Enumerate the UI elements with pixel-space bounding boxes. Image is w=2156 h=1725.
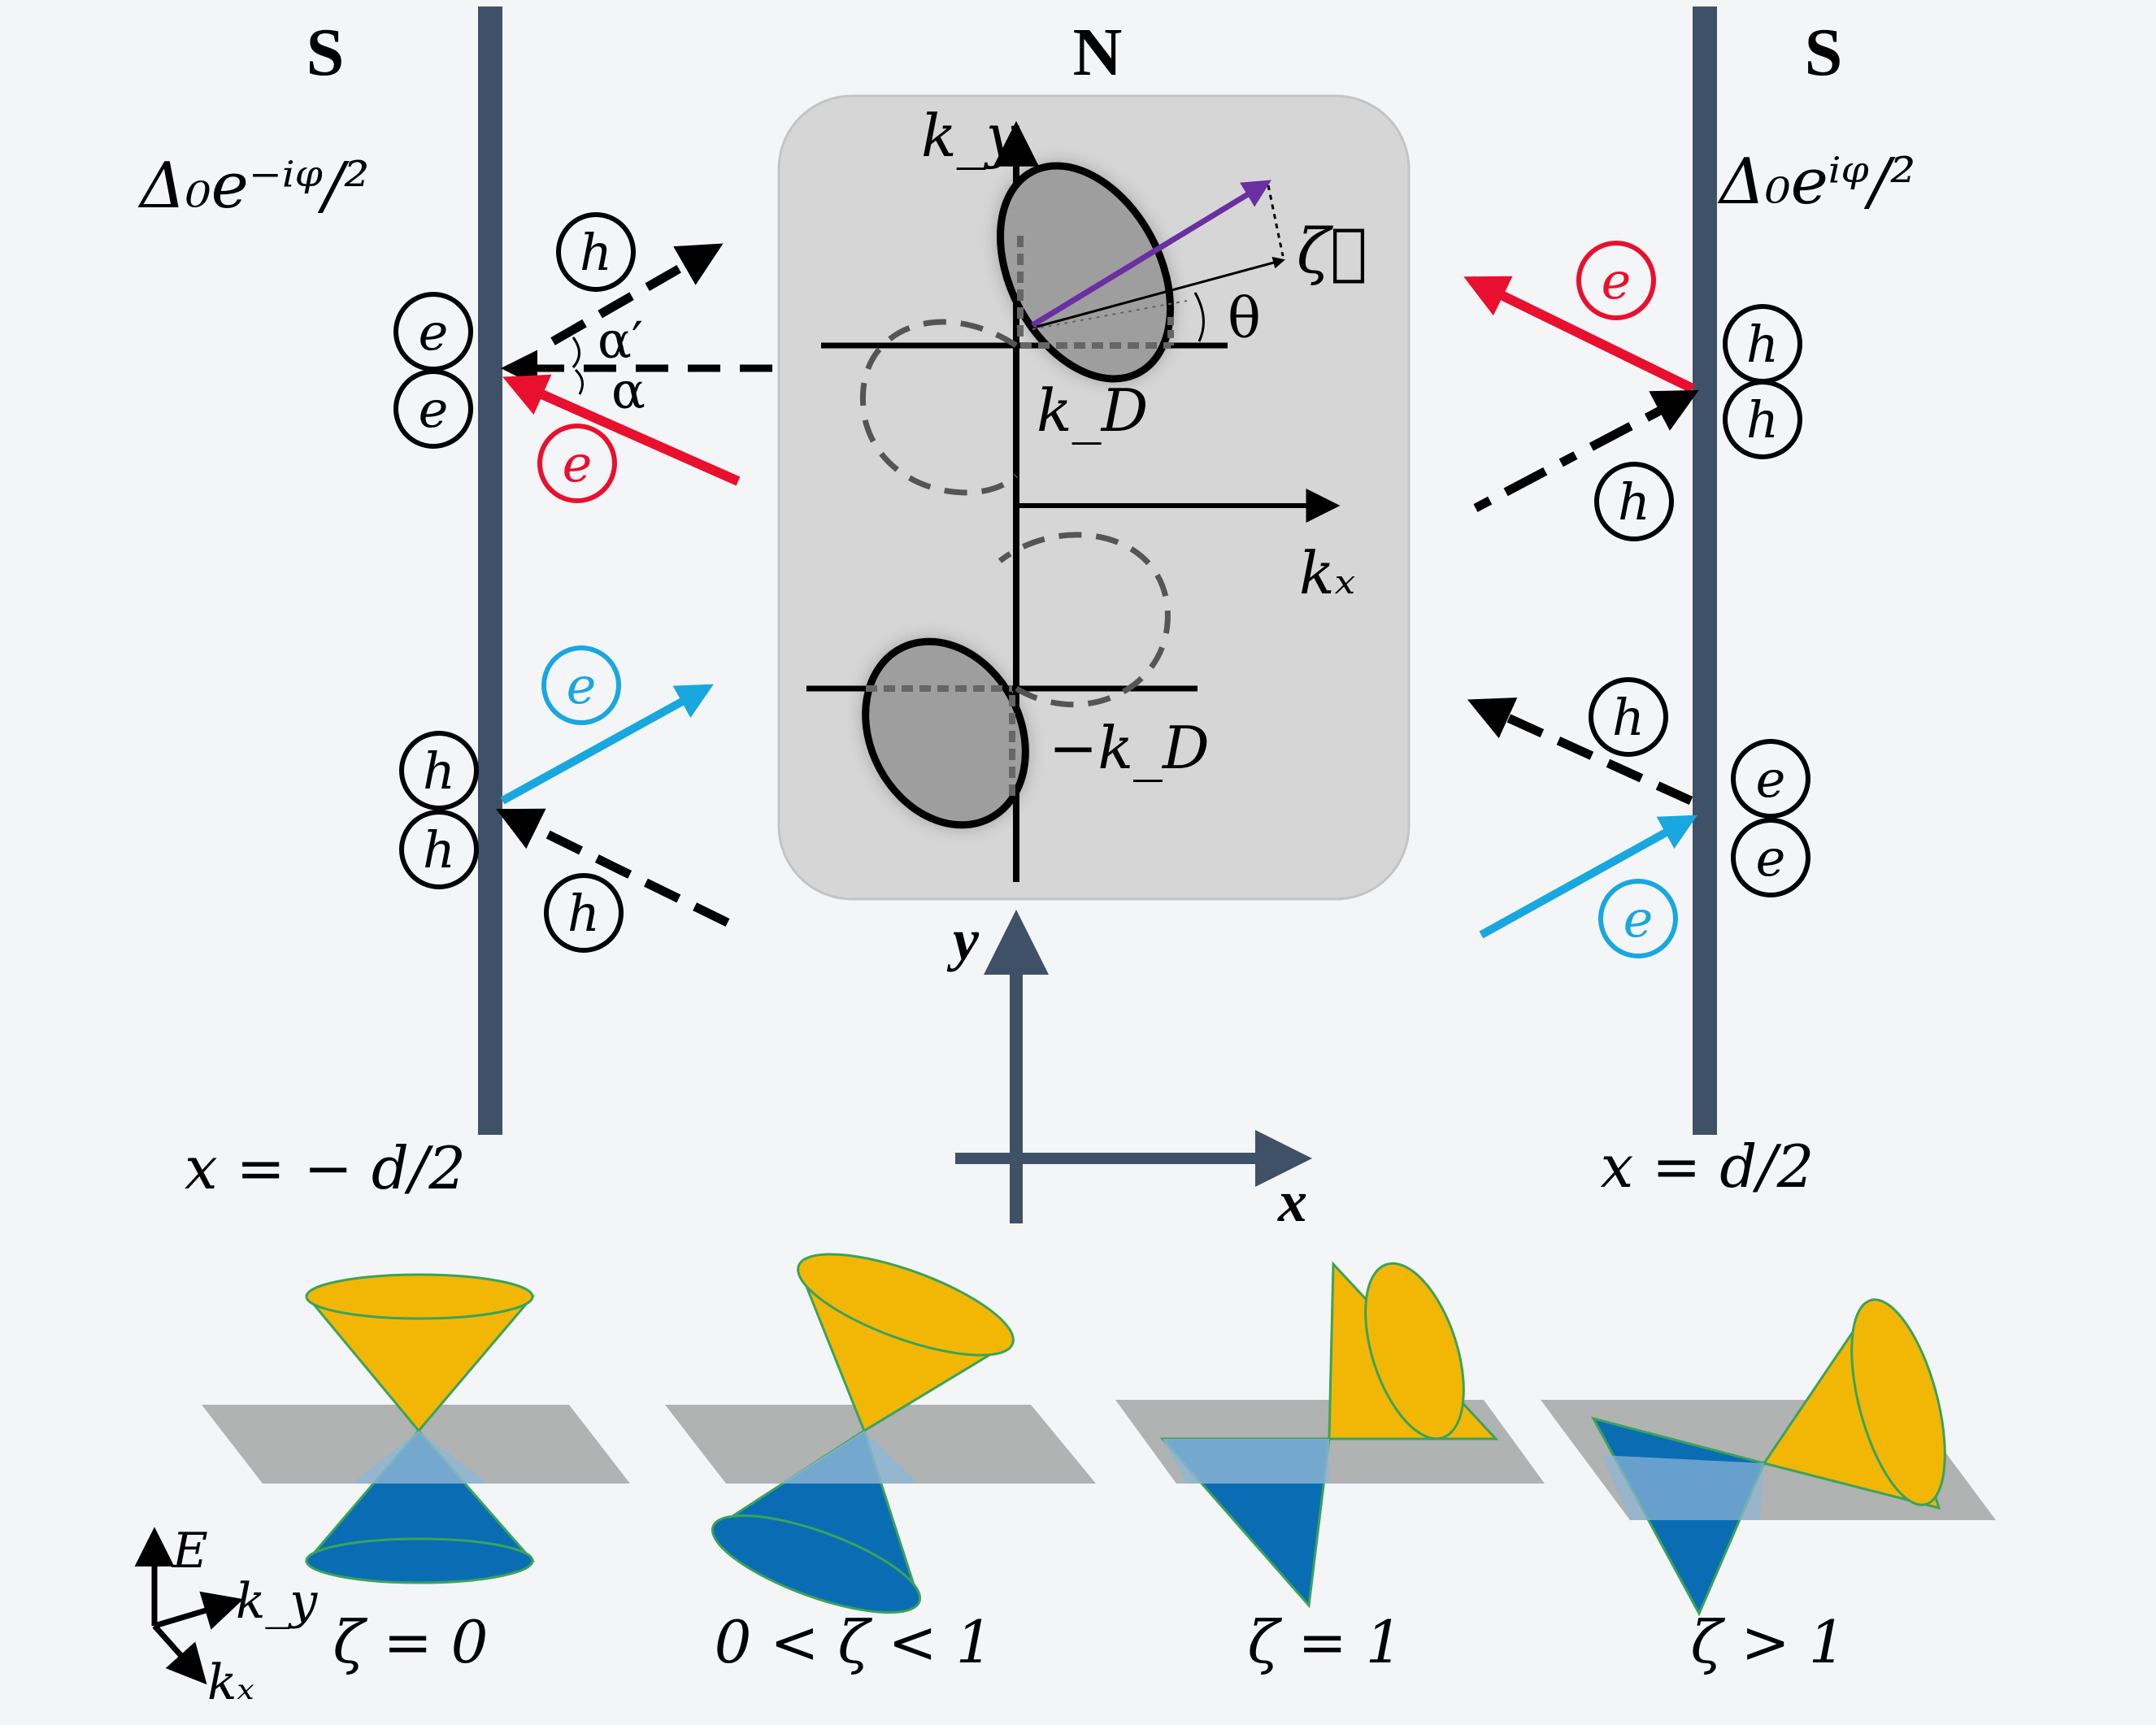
svg-text:h: h: [423, 741, 455, 801]
right-reflected-electron-arrow: [1463, 276, 1695, 393]
cone-overtilted: [1541, 1297, 1996, 1617]
svg-text:e: e: [419, 302, 449, 362]
svg-text:e: e: [1624, 889, 1654, 949]
cone-label-4: ζ > 1: [1691, 1608, 1846, 1676]
left-reflected-electron-arrow: [500, 684, 714, 805]
left-interface-label: x = − d/2: [185, 1134, 466, 1202]
particle-e-blue: e: [1598, 879, 1678, 958]
cone-label-2: 0 < ζ < 1: [715, 1608, 993, 1676]
cone-critical: [1115, 1261, 1545, 1609]
zeta-vector-arrow: [1031, 180, 1271, 328]
particle-h: h: [399, 810, 479, 889]
right-incident-electron-arrow: [1479, 815, 1697, 939]
left-region-label: S: [306, 15, 345, 90]
kx-axis-label: kₓ: [207, 1654, 254, 1711]
left-incident-electron-arrow: [502, 374, 741, 486]
zeta-dotted-connector: [1267, 185, 1284, 257]
ky-axis-label: k_y: [236, 1573, 318, 1630]
svg-text:e: e: [1756, 750, 1786, 809]
particle-e-blue: e: [541, 645, 621, 725]
svg-text:e: e: [1756, 828, 1786, 888]
right-gap-label: Δ₀eⁱᵠ/²: [1717, 146, 1915, 219]
real-space-y-label: y: [946, 907, 980, 972]
cone-label-1: ζ = 0: [333, 1608, 489, 1676]
energy-axis-label: E: [172, 1523, 208, 1579]
left-particle-circles: e e h e e h h h: [393, 212, 636, 953]
lower-tilted-ellipse: [862, 637, 1029, 829]
left-incident-hole-arrow: [496, 808, 730, 927]
alpha-label: α: [611, 361, 645, 420]
middle-region-label: N: [1073, 15, 1123, 90]
particle-h: h: [1723, 380, 1802, 459]
svg-text:h: h: [567, 884, 600, 943]
alpha-prime-label: α′: [598, 311, 643, 370]
theta-label: θ: [1228, 287, 1261, 351]
svg-text:e: e: [1602, 251, 1632, 311]
theta-dotted-line: [1032, 300, 1188, 330]
alpha-prime-arc: [572, 337, 580, 368]
cone-untilted: [202, 1273, 630, 1584]
right-interface-label: x = d/2: [1601, 1132, 1815, 1201]
left-interface-bar: [478, 7, 502, 1135]
real-space-x-label: x: [1277, 1169, 1307, 1234]
zeta-vector-label: ζ⃗: [1297, 215, 1367, 287]
particle-h: h: [1723, 304, 1802, 384]
svg-text:e: e: [419, 380, 449, 439]
particle-e-red: e: [537, 424, 617, 503]
particle-e: e: [1731, 739, 1810, 819]
svg-text:h: h: [1612, 688, 1645, 747]
svg-text:h: h: [1746, 390, 1779, 450]
minus-kD-label: −k_D: [1049, 714, 1210, 782]
right-particle-circles: e h h h h e e e: [1576, 241, 1810, 958]
particle-e: e: [393, 292, 473, 372]
kx-label: kₓ: [1299, 539, 1355, 607]
right-incident-hole-arrow: [1473, 389, 1699, 512]
right-interface-bar: [1693, 7, 1717, 1135]
alpha-arc: [574, 368, 585, 395]
particle-e: e: [1731, 818, 1810, 897]
lower-dashed-circle: [998, 532, 1171, 708]
svg-text:h: h: [1746, 315, 1779, 374]
particle-h: h: [1589, 677, 1668, 757]
left-reflected-hole-arrow: [550, 243, 724, 345]
particle-h: h: [556, 212, 636, 292]
left-gap-label: Δ₀e⁻ⁱᵠ/²: [137, 150, 370, 223]
particle-h: h: [1594, 462, 1674, 541]
particle-e-red: e: [1576, 241, 1656, 320]
svg-text:h: h: [1618, 472, 1650, 532]
cone-tilted: [665, 1253, 1096, 1614]
svg-text:h: h: [580, 223, 612, 282]
right-reflected-hole-arrow: [1467, 697, 1693, 806]
theta-arc: [1193, 292, 1205, 342]
svg-text:e: e: [563, 434, 593, 493]
particle-h: h: [544, 873, 624, 953]
kD-label: k_D: [1037, 376, 1148, 445]
upper-dashed-circle: [859, 319, 1019, 496]
right-region-label: S: [1805, 15, 1843, 90]
svg-text:h: h: [423, 820, 455, 880]
particle-h: h: [399, 731, 479, 810]
svg-text:e: e: [567, 656, 597, 715]
cone-label-3: ζ = 1: [1248, 1608, 1403, 1676]
ky-label: k_y: [921, 102, 1020, 170]
particle-e: e: [393, 369, 473, 449]
energy-momentum-axes: E k_y kₓ: [134, 1523, 318, 1711]
zeta-projection-arrow: [1036, 256, 1285, 328]
